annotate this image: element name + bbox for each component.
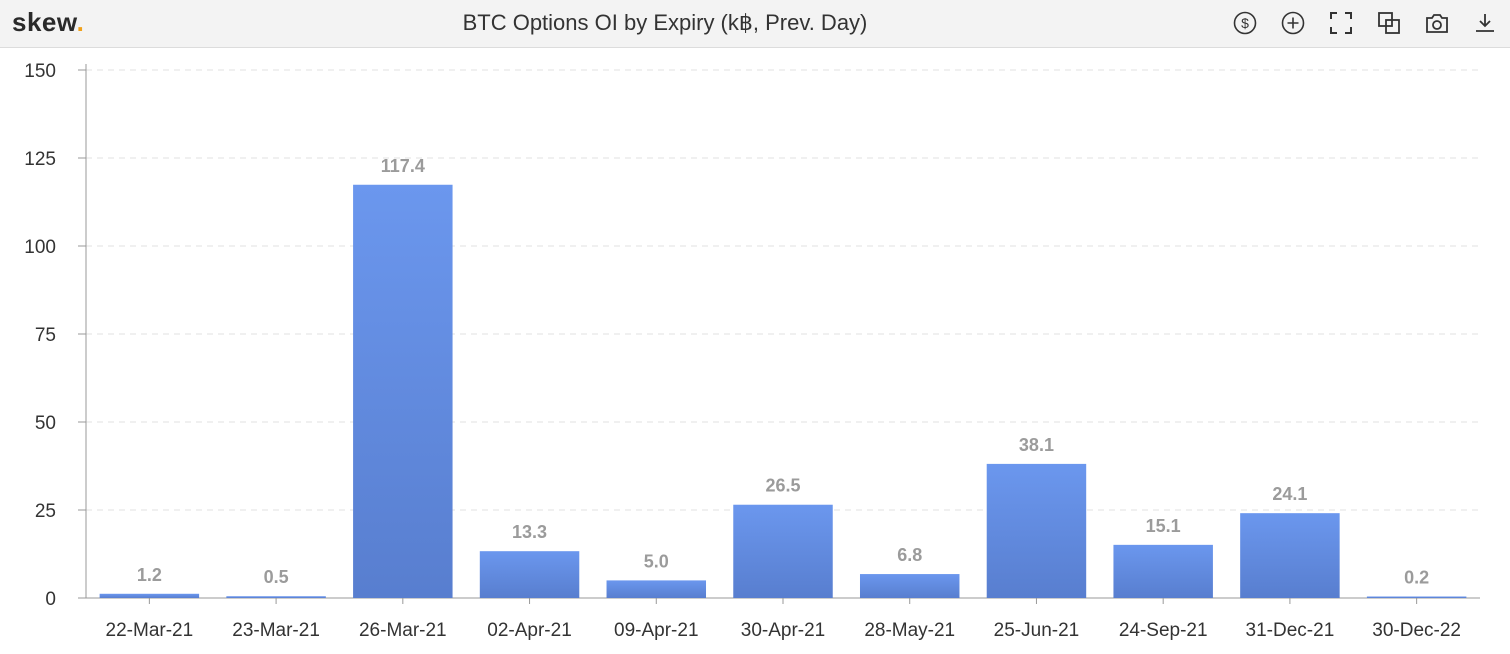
- download-icon[interactable]: [1470, 8, 1500, 38]
- data-label: 38.1: [1019, 435, 1054, 455]
- chart-header: skew. BTC Options OI by Expiry (k฿, Prev…: [0, 0, 1510, 48]
- bar-26-Mar-21[interactable]: [353, 184, 453, 598]
- y-tick-label: 50: [35, 413, 56, 434]
- x-tick-label: 02-Apr-21: [487, 620, 572, 641]
- data-label: 0.2: [1404, 568, 1429, 588]
- x-tick-label: 22-Mar-21: [106, 620, 194, 641]
- copy-icon[interactable]: [1374, 8, 1404, 38]
- bar-30-Apr-21[interactable]: [733, 504, 833, 598]
- y-tick-label: 125: [24, 149, 56, 170]
- data-label: 24.1: [1272, 484, 1307, 504]
- bar-02-Apr-21[interactable]: [479, 551, 580, 598]
- y-tick-label: 25: [35, 501, 56, 522]
- data-label: 13.3: [512, 522, 547, 542]
- data-label: 6.8: [897, 545, 922, 565]
- x-tick-label: 23-Mar-21: [232, 620, 320, 641]
- y-tick-label: 150: [24, 61, 56, 82]
- data-label: 0.5: [264, 567, 289, 587]
- y-tick-label: 100: [24, 237, 56, 258]
- x-tick-label: 28-May-21: [864, 620, 955, 641]
- data-label: 5.0: [644, 551, 669, 571]
- data-labels: 1.2 0.5 117.4 13.3 5.0 26.5 6.8 38.1 15.1 24.1 0.2: [137, 156, 1429, 588]
- x-tick-label: 30-Dec-22: [1372, 620, 1461, 641]
- bar-23-Mar-21[interactable]: [226, 596, 326, 598]
- chart-toolbar: $: [1230, 8, 1500, 38]
- bar-09-Apr-21[interactable]: [606, 580, 707, 598]
- x-tick-label: 31-Dec-21: [1246, 620, 1335, 641]
- bar-28-May-21[interactable]: [859, 574, 960, 598]
- x-tick-label: 24-Sep-21: [1119, 620, 1208, 641]
- brand-name: skew: [12, 7, 77, 37]
- data-label: 26.5: [765, 476, 800, 496]
- x-tick-label: 30-Apr-21: [741, 620, 826, 641]
- x-tick-label: 25-Jun-21: [994, 620, 1080, 641]
- y-tick-label: 0: [45, 589, 56, 610]
- bars: [99, 184, 1467, 599]
- data-label: 1.2: [137, 565, 162, 585]
- data-label: 15.1: [1146, 516, 1181, 536]
- bar-31-Dec-21[interactable]: [1240, 513, 1340, 598]
- brand-dot: .: [76, 7, 85, 37]
- bar-25-Jun-21[interactable]: [986, 463, 1087, 598]
- chart-title: BTC Options OI by Expiry (k฿, Prev. Day): [462, 10, 868, 35]
- bar-30-Dec-22[interactable]: [1366, 596, 1467, 599]
- camera-icon[interactable]: [1422, 8, 1452, 38]
- brand-logo: skew.: [12, 7, 84, 38]
- grid-lines: [86, 69, 1480, 511]
- fullscreen-icon[interactable]: [1326, 8, 1356, 38]
- data-label: 117.4: [381, 156, 425, 176]
- bar-chart: 1.2 0.5 117.4 13.3 5.0 26.5 6.8 38.1 15.1 24.1 0.2…: [24, 61, 1480, 641]
- dollar-circle-icon[interactable]: $: [1230, 8, 1260, 38]
- x-tick-label: 09-Apr-21: [614, 620, 699, 641]
- bar-24-Sep-21[interactable]: [1113, 544, 1213, 598]
- bar-22-Mar-21[interactable]: [99, 593, 200, 598]
- x-tick-label: 26-Mar-21: [359, 620, 447, 641]
- x-axis-ticks: 22-Mar-21 23-Mar-21 26-Mar-21 02-Apr-21 09-A…: [106, 598, 1461, 641]
- y-axis-ticks: 0 25 50 75 100 125 150: [24, 61, 86, 610]
- plus-circle-icon[interactable]: [1278, 8, 1308, 38]
- svg-text:$: $: [1241, 15, 1249, 31]
- y-tick-label: 75: [35, 325, 56, 346]
